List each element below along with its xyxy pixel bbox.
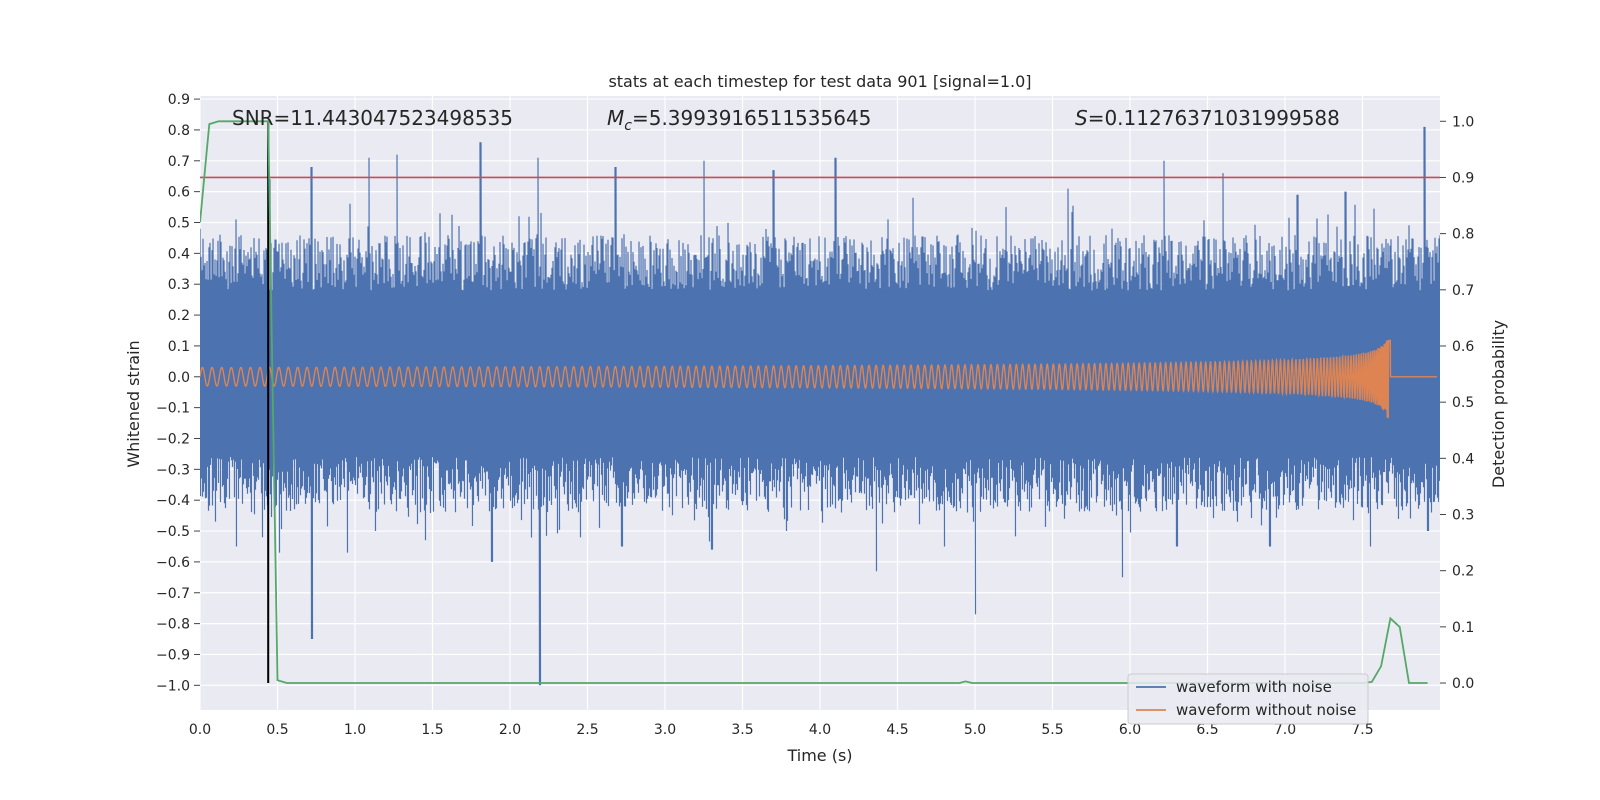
y2-axis-ticks: 1.0 0.9 0.8 0.7 0.6 0.5 0.4 0.3 0.2 0.1 0.0 <box>1440 114 1474 692</box>
legend-box <box>1127 673 1369 725</box>
x-tick-label: 1.5 <box>421 722 443 738</box>
y2-tick-label: 0.7 <box>1452 283 1474 299</box>
y-tick-label: 0.0 <box>168 370 190 386</box>
y2-tick-label: 0.3 <box>1452 508 1474 524</box>
x-tick-label: 1.0 <box>344 722 366 738</box>
s-annotation: S=0.11276371031999588 <box>1075 106 1340 130</box>
chart-title: stats at each timestep for test data 901… <box>608 72 1031 91</box>
y-tick-label: −0.6 <box>156 555 190 571</box>
y-tick-label: 0.4 <box>168 246 190 262</box>
y2-tick-label: 0.1 <box>1452 620 1474 636</box>
y-tick-label: −0.7 <box>156 586 190 602</box>
y-tick-label: 0.6 <box>168 185 190 201</box>
x-tick-label: 6.0 <box>1119 722 1141 738</box>
y2-tick-label: 0.0 <box>1452 676 1474 692</box>
y-axis-label: Whitened strain <box>124 340 143 467</box>
x-tick-label: 4.0 <box>809 722 831 738</box>
y2-tick-label: 1.0 <box>1452 114 1474 130</box>
y2-tick-label: 0.5 <box>1452 395 1474 411</box>
y2-tick-label: 0.8 <box>1452 227 1474 243</box>
y-tick-label: −0.5 <box>156 524 190 540</box>
y-tick-label: −1.0 <box>156 678 190 694</box>
series-detection-probability <box>200 120 1428 684</box>
x-tick-label: 7.0 <box>1274 722 1296 738</box>
chirp-mass-annotation: Mc=5.3993916511535645 <box>607 106 871 134</box>
y-tick-label: 0.1 <box>168 339 190 355</box>
legend-label-clean: waveform without noise <box>1176 701 1356 719</box>
y-tick-label: −0.4 <box>156 493 190 509</box>
y-axis-ticks: 0.9 0.8 0.7 0.6 0.5 0.4 0.3 0.2 0.1 0.0 −0.1 −0.2 −0… <box>156 92 200 694</box>
y2-tick-label: 0.9 <box>1452 170 1474 186</box>
x-axis-ticks: 0.0 0.5 1.0 1.5 2.0 2.5 3.0 3.5 4.0 4.5 5.0 5.5 6.0 6… <box>189 722 1374 738</box>
x-tick-label: 0.0 <box>189 722 211 738</box>
y-tick-label: 0.3 <box>168 277 190 293</box>
legend: waveform with noise waveform without noi… <box>1127 673 1369 725</box>
y-tick-label: −0.9 <box>156 647 190 663</box>
y-tick-label: −0.8 <box>156 617 190 633</box>
y2-tick-label: 0.2 <box>1452 564 1474 580</box>
x-tick-label: 2.5 <box>576 722 598 738</box>
y-tick-label: 0.2 <box>168 308 190 324</box>
y-tick-label: −0.3 <box>156 462 190 478</box>
y-tick-label: 0.8 <box>168 123 190 139</box>
x-tick-label: 6.5 <box>1196 722 1218 738</box>
x-tick-label: 5.0 <box>964 722 986 738</box>
y-tick-label: 0.9 <box>168 92 190 108</box>
series-layer <box>200 120 1440 686</box>
x-tick-label: 3.5 <box>731 722 753 738</box>
x-tick-label: 3.0 <box>654 722 676 738</box>
y2-axis-label: Detection probability <box>1489 320 1508 488</box>
y2-tick-label: 0.6 <box>1452 339 1474 355</box>
y2-tick-label: 0.4 <box>1452 451 1474 467</box>
series-waveform-without-noise <box>200 339 1437 419</box>
x-tick-label: 0.5 <box>266 722 288 738</box>
y-tick-label: −0.2 <box>156 431 190 447</box>
x-tick-label: 4.5 <box>886 722 908 738</box>
y-tick-label: 0.5 <box>168 216 190 232</box>
x-tick-label: 7.5 <box>1351 722 1373 738</box>
x-tick-label: 5.5 <box>1041 722 1063 738</box>
x-tick-label: 2.0 <box>499 722 521 738</box>
y-tick-label: −0.1 <box>156 401 190 417</box>
snr-annotation: SNR=11.443047523498535 <box>232 106 513 130</box>
legend-label-noise: waveform with noise <box>1176 678 1332 696</box>
x-axis-label: Time (s) <box>786 746 852 765</box>
y-tick-label: 0.7 <box>168 154 190 170</box>
